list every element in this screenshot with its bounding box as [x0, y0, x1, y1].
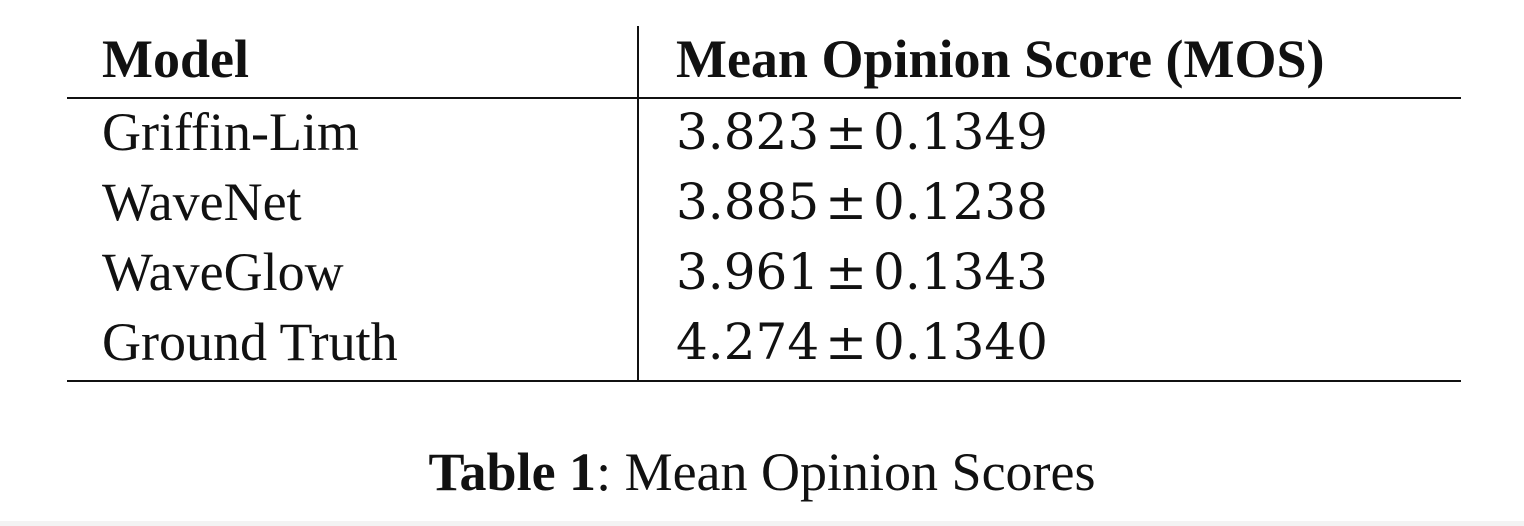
row-model-ground-truth: Ground Truth: [102, 312, 398, 372]
score-mean: 4.274: [676, 313, 820, 371]
header-model: Model: [102, 29, 249, 89]
score-std: 0.1343: [873, 243, 1048, 301]
caption-separator: :: [596, 442, 612, 502]
score-mean: 3.961: [676, 243, 820, 301]
row-model-griffin-lim: Griffin-Lim: [102, 102, 359, 162]
score-mean: 3.823: [676, 103, 820, 161]
score-std: 0.1349: [873, 103, 1048, 161]
score-mean: 3.885: [676, 173, 820, 231]
score-std: 0.1238: [873, 173, 1048, 231]
row-score-griffin-lim: 3.823 ±0.1349: [676, 102, 1048, 162]
plus-minus-symbol: ±: [825, 173, 868, 231]
row-score-wavenet: 3.885 ±0.1238: [676, 172, 1048, 232]
column-divider: [637, 26, 639, 382]
plus-minus-symbol: ±: [825, 243, 868, 301]
plus-minus-symbol: ±: [825, 103, 868, 161]
row-score-waveglow: 3.961 ±0.1343: [676, 242, 1048, 302]
row-score-ground-truth: 4.274 ±0.1340: [676, 312, 1048, 372]
caption-label: Table 1: [428, 442, 597, 502]
results-table: Model Mean Opinion Score (MOS) Griffin-L…: [67, 26, 1461, 382]
row-model-wavenet: WaveNet: [102, 172, 302, 232]
plus-minus-symbol: ±: [825, 313, 868, 371]
header-rule: [67, 97, 1461, 99]
score-std: 0.1340: [873, 313, 1048, 371]
header-mos: Mean Opinion Score (MOS): [676, 29, 1325, 89]
table-caption: Table 1: Mean Opinion Scores: [0, 440, 1524, 504]
page-bottom-strip: [0, 521, 1524, 526]
row-model-waveglow: WaveGlow: [102, 242, 344, 302]
caption-text: Mean Opinion Scores: [611, 442, 1096, 502]
bottom-rule: [67, 380, 1461, 382]
